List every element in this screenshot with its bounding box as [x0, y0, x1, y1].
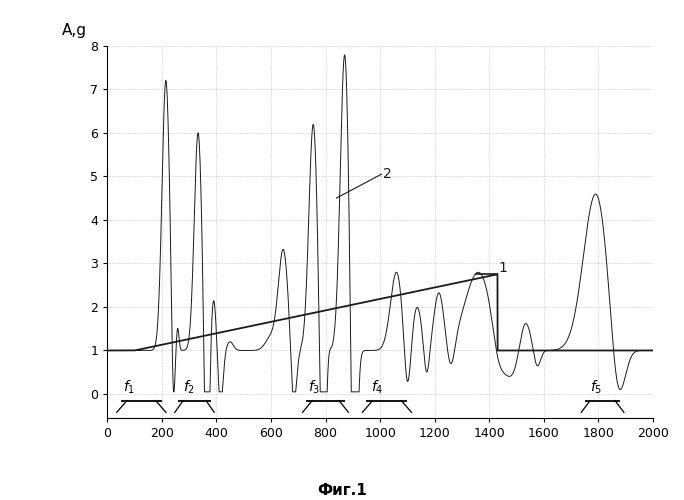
Text: $f_{4}$: $f_{4}$ — [371, 378, 384, 396]
Text: 2: 2 — [383, 167, 392, 181]
Text: 1: 1 — [499, 261, 508, 275]
Text: $f_{3}$: $f_{3}$ — [308, 378, 321, 396]
Text: $f_{5}$: $f_{5}$ — [590, 378, 602, 396]
Text: $f_{1}$: $f_{1}$ — [123, 378, 135, 396]
Y-axis label: A,g: A,g — [62, 24, 87, 38]
Text: $f_{2}$: $f_{2}$ — [183, 378, 195, 396]
Text: Фиг.1: Фиг.1 — [317, 483, 367, 498]
